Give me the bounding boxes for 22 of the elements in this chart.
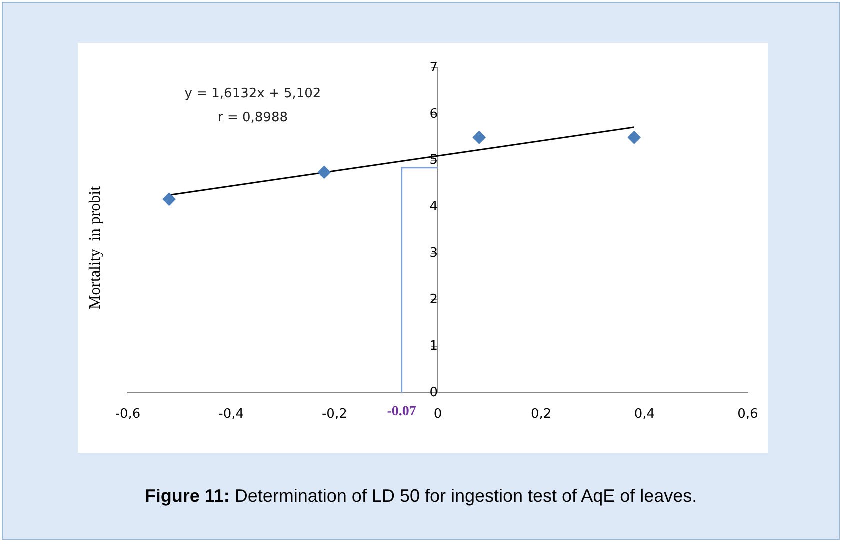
x-tick-label: 0,6 xyxy=(738,407,758,422)
x-tick-label: -0,4 xyxy=(218,407,244,422)
y-axis-title: Mortality in probit xyxy=(87,186,105,310)
x-tick-label: 0,2 xyxy=(530,407,552,422)
y-tick-label: 1 xyxy=(430,338,438,354)
annotation: y = 1,6132x + 5,102 xyxy=(184,86,322,102)
point xyxy=(628,131,641,144)
text: Figure 11: Determination of LD 50 for ingestion test of AqE of leaves. xyxy=(144,486,698,507)
x-tick-label: -0,6 xyxy=(115,407,141,422)
x-tick-label: -0,2 xyxy=(322,407,348,422)
y-tick-label: 6 xyxy=(430,106,438,122)
annotation: -0.07 xyxy=(387,404,416,420)
point xyxy=(318,166,331,179)
y-tick-label: 7 xyxy=(430,60,438,76)
y-tick-label: 4 xyxy=(430,200,438,215)
y-tick-label: 2 xyxy=(430,292,438,308)
y-tick-label: 0 xyxy=(430,385,438,400)
y-tick-label: 3 xyxy=(430,246,438,262)
point xyxy=(162,192,176,206)
point xyxy=(472,131,486,144)
x-tick-label: 0,4 xyxy=(634,407,656,422)
annotation: r = 0,8988 xyxy=(218,110,288,126)
